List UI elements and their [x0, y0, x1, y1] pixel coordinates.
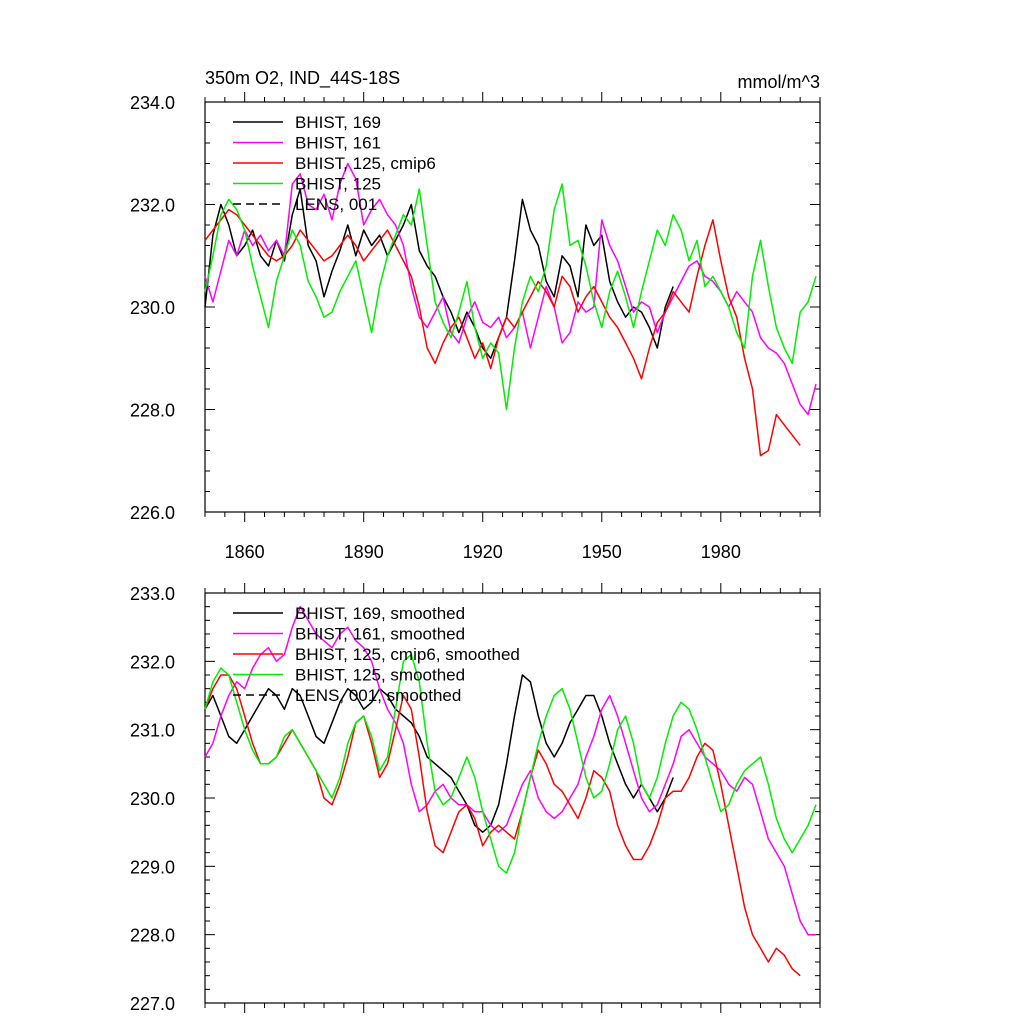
legend-label: BHIST, 125	[295, 175, 381, 194]
top-title-right: mmol/m^3	[738, 72, 820, 92]
y-tick-label: 234.0	[130, 93, 175, 113]
y-tick-label: 232.0	[130, 652, 175, 672]
y-tick-label: 226.0	[130, 503, 175, 523]
bottom-series-group	[204, 605, 817, 977]
series-line-3	[204, 183, 817, 411]
legend-label: BHIST, 125, cmip6	[295, 154, 436, 173]
x-tick-label: 1860	[225, 542, 265, 562]
y-tick-label: 227.0	[130, 994, 175, 1014]
series-line-2	[204, 674, 801, 977]
series-line-2	[204, 208, 801, 457]
y-tick-label: 230.0	[130, 298, 175, 318]
bottom-legend: BHIST, 169, smoothed BHIST, 161, smoothed…	[233, 604, 520, 705]
y-tick-label: 228.0	[130, 401, 175, 421]
series-line-0	[204, 674, 674, 833]
y-tick-label: 233.0	[130, 584, 175, 604]
bottom-panel: 227.0 228.0 229.0 230.0 231.0 232.0 233.0 BHIS…	[130, 583, 821, 1014]
top-title-left: 350m O2, IND_44S-18S	[205, 68, 400, 89]
series-line-1	[204, 162, 817, 416]
legend-label: BHIST, 161, smoothed	[295, 625, 465, 644]
top-series-group	[204, 162, 817, 457]
legend-label: LENS, 001	[295, 195, 377, 214]
x-tick-label: 1980	[701, 542, 741, 562]
legend-label: BHIST, 125, smoothed	[295, 666, 465, 685]
legend-label: BHIST, 169	[295, 113, 381, 132]
y-tick-label: 229.0	[130, 857, 175, 877]
series-line-3	[204, 653, 817, 874]
y-tick-label: 232.0	[130, 196, 175, 216]
legend-label: BHIST, 169, smoothed	[295, 604, 465, 623]
x-tick-label: 1890	[344, 542, 384, 562]
series-line-0	[204, 188, 674, 360]
series-line-1	[204, 605, 816, 936]
legend-label: BHIST, 125, cmip6, smoothed	[295, 645, 520, 664]
top-axes: 226.0 228.0 230.0 232.0 234.0 1860 1890 1920 195…	[130, 92, 821, 562]
top-panel: 350m O2, IND_44S-18S mmol/m^3 226.0 228.0…	[130, 68, 821, 562]
x-tick-label: 1920	[463, 542, 503, 562]
y-tick-label: 228.0	[130, 926, 175, 946]
legend-label: LENS, 001, smoothed	[295, 686, 461, 705]
x-tick-label: 1950	[582, 542, 622, 562]
legend-label: BHIST, 161	[295, 134, 381, 153]
y-tick-label: 231.0	[130, 721, 175, 741]
bottom-axes: 227.0 228.0 229.0 230.0 231.0 232.0 233.0	[130, 583, 821, 1014]
y-tick-label: 230.0	[130, 789, 175, 809]
